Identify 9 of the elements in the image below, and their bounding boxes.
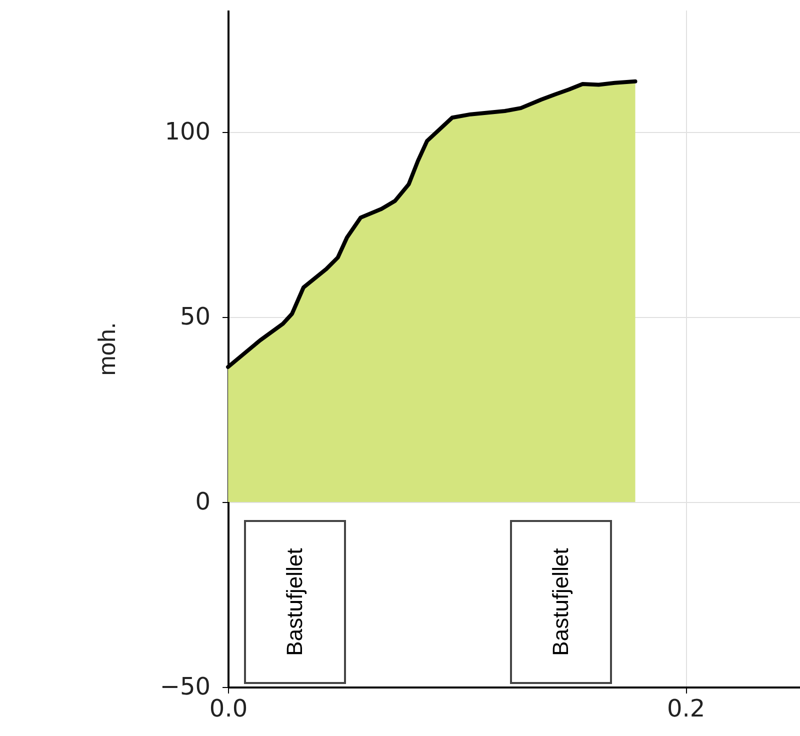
annotation: Bastufjellet [548, 548, 573, 656]
annotation: Bastufjellet [282, 548, 307, 656]
x-tick-label: 0.0 [209, 694, 248, 722]
y-tick-label: 50 [180, 302, 210, 331]
y-axis-title: moh. [94, 322, 121, 376]
y-tick-label: 100 [164, 118, 210, 146]
y-tick-label: 0 [195, 488, 210, 516]
y-tick-label: −50 [160, 672, 210, 700]
x-tick-label: 0.2 [667, 694, 706, 722]
